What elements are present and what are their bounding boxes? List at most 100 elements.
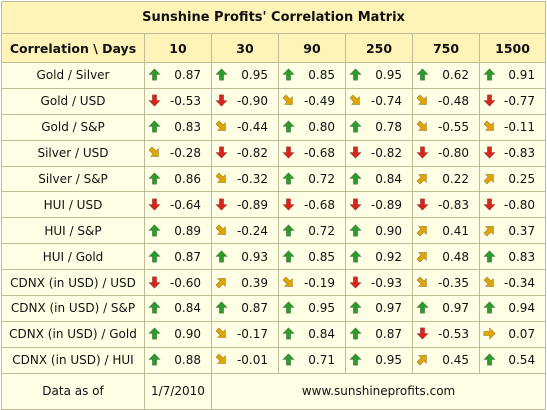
correlation-value: -0.19 [303,275,335,290]
trend-up-arrow-icon [282,120,295,133]
period-header: 90 [278,33,346,63]
correlation-cell: -0.60 [144,269,212,297]
correlation-cell: 0.83 [478,243,547,271]
period-header: 10 [144,33,212,63]
trend-down-arrow-icon [416,146,429,159]
trend-down-right-arrow-icon [483,120,494,132]
correlation-value: 0.90 [174,327,201,342]
header-row: Correlation \ Days 10 30 90 250 750 1500 [1,33,547,63]
correlation-cell: 0.45 [412,346,480,374]
correlation-value: 0.87 [174,68,201,83]
trend-down-right-arrow-icon [215,172,226,183]
trend-down-arrow-icon [416,327,429,341]
correlation-value: 0.85 [308,249,335,264]
correlation-cell: 0.22 [412,165,480,193]
trend-down-right-arrow-icon [215,120,226,132]
correlation-cell: -0.89 [211,191,279,219]
correlation-value: -0.77 [504,94,536,109]
period-header: 250 [345,33,413,63]
correlation-cell: -0.83 [478,139,547,167]
correlation-value: -0.35 [437,275,469,290]
correlation-value: -0.82 [370,146,402,161]
trend-up-arrow-icon [282,68,295,81]
correlation-cell: 0.85 [278,62,346,89]
correlation-cell: -0.83 [412,191,480,219]
correlation-cell: 0.78 [345,113,413,141]
correlation-value: -0.89 [236,197,268,212]
trend-down-right-arrow-icon [416,276,427,287]
correlation-value: -0.44 [236,120,268,135]
correlation-value: 0.62 [442,68,469,83]
table-row: HUI / S&P 0.89 -0.24 0.72 0.90 0.41 0.37 [1,217,547,245]
correlation-value: -0.68 [303,146,335,161]
trend-down-arrow-icon [215,146,228,159]
row-label: Silver / S&P [1,165,145,193]
correlation-value: 0.86 [174,172,201,186]
correlation-value: 0.25 [508,172,536,186]
trend-up-arrow-icon [416,68,429,81]
trend-up-right-arrow-icon [416,225,427,237]
correlation-cell: -0.11 [478,113,547,141]
trend-up-arrow-icon [282,224,295,237]
row-label: CDNX (in USD) / Gold [1,320,145,348]
table-row: Gold / Silver 0.87 0.95 0.85 0.95 0.62 0.91 [1,62,547,89]
table-row: HUI / USD -0.64 -0.89 -0.68 -0.89 -0.83 -0.80 [1,191,547,219]
period-header: 1500 [478,33,547,63]
trend-down-right-arrow-icon [416,94,427,106]
correlation-cell: 0.94 [478,295,547,322]
correlation-cell: -0.35 [412,269,480,297]
correlation-value: -0.60 [169,275,201,290]
correlation-cell: 0.87 [144,243,212,271]
correlation-value: 0.95 [241,68,268,83]
trend-down-right-arrow-icon [416,120,427,132]
correlation-value: 0.92 [375,249,402,264]
trend-right-arrow-icon [483,327,496,341]
correlation-cell: -0.44 [211,113,279,141]
trend-down-arrow-icon [282,198,295,211]
row-label: HUI / Gold [1,243,145,271]
trend-up-arrow-icon [349,353,362,366]
correlation-cell: 0.84 [144,295,212,322]
table-row: HUI / Gold 0.87 0.93 0.85 0.92 0.48 0.83 [1,243,547,271]
trend-up-arrow-icon [282,250,295,263]
correlation-cell: -0.64 [144,191,212,219]
correlation-value: 0.87 [375,327,402,342]
correlation-cell: 0.41 [412,217,480,245]
correlation-cell: 0.90 [144,320,212,348]
correlation-value: -0.48 [437,94,469,109]
trend-down-right-arrow-icon [148,146,159,157]
correlation-cell: 0.25 [478,165,547,193]
correlation-value: -0.83 [437,197,469,212]
correlation-cell: 0.71 [278,346,346,374]
correlation-cell: 0.97 [412,295,480,322]
trend-up-right-arrow-icon [416,251,427,263]
correlation-value: -0.34 [504,275,536,290]
correlation-cell: 0.83 [144,113,212,141]
correlation-value: -0.53 [437,327,469,342]
trend-down-right-arrow-icon [483,276,494,287]
correlation-cell: -0.80 [412,139,480,167]
correlation-value: -0.74 [370,94,402,109]
correlation-value: -0.89 [370,197,402,212]
matrix-body: Sunshine Profits' Correlation Matrix Cor… [0,1,547,374]
correlation-cell: 0.84 [345,165,413,193]
trend-down-arrow-icon [483,146,496,159]
trend-down-arrow-icon [349,276,362,289]
table-row: CDNX (in USD) / S&P 0.84 0.87 0.95 0.97 0.97 0… [1,295,547,322]
table-row: Silver / S&P 0.86 -0.32 0.72 0.84 0.22 0.25 [1,165,547,193]
correlation-cell: -0.90 [211,87,279,115]
trend-up-arrow-icon [282,327,295,340]
correlation-value: -0.93 [370,275,402,290]
table-row: Silver / USD -0.28 -0.82 -0.68 -0.82 -0.80 -0.… [1,139,547,167]
correlation-value: 0.94 [508,301,536,316]
correlation-value: 0.37 [508,223,536,238]
trend-up-right-arrow-icon [483,225,494,237]
trend-up-arrow-icon [148,224,161,237]
correlation-cell: 0.87 [144,62,212,89]
trend-down-arrow-icon [483,94,496,107]
correlation-cell: -0.93 [345,269,413,297]
table-row: CDNX (in USD) / USD -0.60 0.39 -0.19 -0.93 -0… [1,269,547,297]
row-label: CDNX (in USD) / S&P [1,295,145,322]
trend-up-right-arrow-icon [416,174,427,185]
correlation-cell: -0.68 [278,139,346,167]
